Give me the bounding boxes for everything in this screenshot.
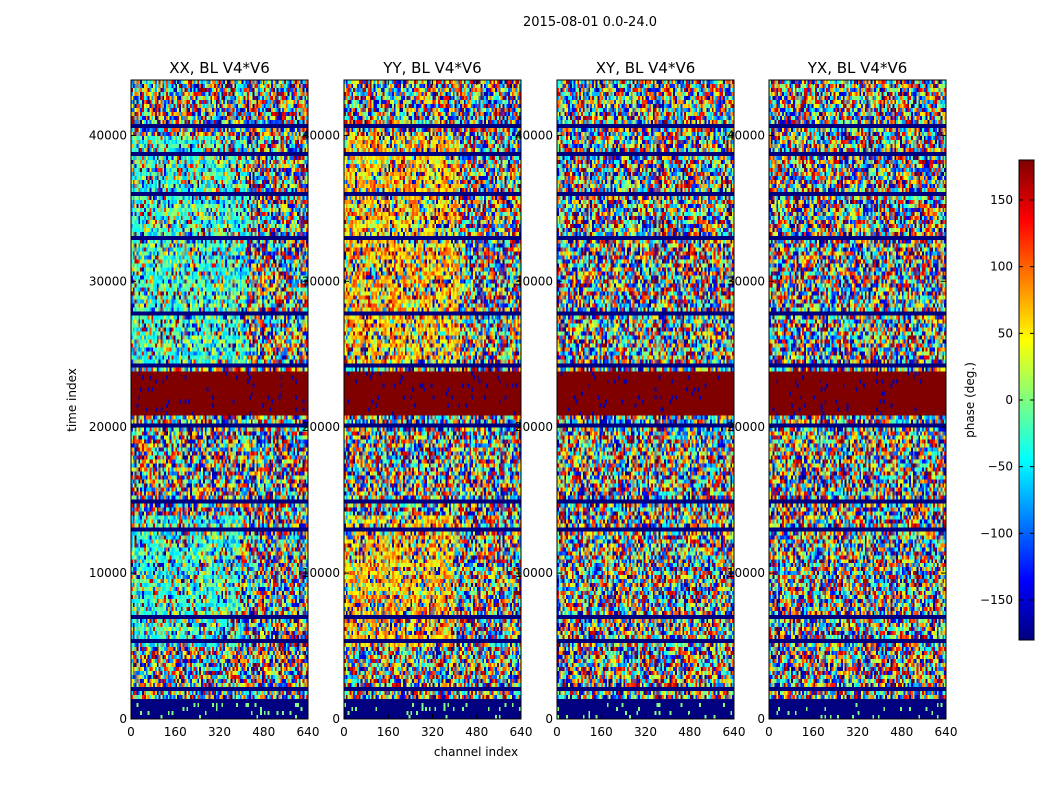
x-tick-label-yx: 480 (890, 725, 913, 739)
y-tick-label-xx: 30000 (89, 274, 127, 288)
figure-suptitle: 2015-08-01 0.0-24.0 (523, 15, 657, 30)
y-tick-label-xx: 20000 (89, 420, 127, 434)
x-tick-label-xx: 640 (297, 725, 320, 739)
y-tick-label-xx: 0 (119, 712, 127, 726)
x-tick-label-xx: 160 (164, 725, 187, 739)
x-tick-label-xy: 480 (678, 725, 701, 739)
x-tick-label-yy: 0 (340, 725, 348, 739)
y-tick-label-yx: 20000 (727, 420, 765, 434)
panels-group: XX, BL V4*V6 0 160 320 480 640 0 10000 20000 3000… (89, 59, 958, 739)
colorbar-tick-label: 0 (1005, 393, 1013, 407)
colorbar-tick-label: 150 (990, 193, 1013, 207)
y-tick-label-yy: 20000 (302, 420, 340, 434)
panel-title-yy: YY, BL V4*V6 (382, 59, 481, 77)
x-tick-label-yx: 0 (765, 725, 773, 739)
y-tick-label-xx: 10000 (89, 566, 127, 580)
colorbar-tick-label: −150 (980, 593, 1013, 607)
colorbar-tick-label: 100 (990, 260, 1013, 274)
panel-title-xx: XX, BL V4*V6 (169, 59, 270, 77)
x-tick-label-yx: 640 (935, 725, 958, 739)
x-tick-label-yy: 160 (377, 725, 400, 739)
colorbar-tick-label: −100 (980, 526, 1013, 540)
y-tick-label-yy: 0 (332, 712, 340, 726)
y-tick-label-xy: 0 (545, 712, 553, 726)
panel-xy: XY, BL V4*V6 0 160 320 480 640 0 10000 20000 3000… (515, 59, 746, 739)
heatmap-xy (557, 80, 734, 719)
x-tick-label-xx: 0 (127, 725, 135, 739)
y-axis-label: time index (65, 368, 79, 432)
panel-yy: YY, BL V4*V6 0 160 320 480 640 0 10000 20000 3000… (302, 59, 533, 739)
colorbar-label: phase (deg.) (963, 362, 977, 438)
y-tick-label-yy: 10000 (302, 566, 340, 580)
panel-yx: YX, BL V4*V6 0 160 320 480 640 0 10000 20000 3000… (727, 59, 958, 739)
x-tick-label-xy: 160 (590, 725, 613, 739)
y-tick-label-yy: 40000 (302, 128, 340, 142)
x-tick-label-xx: 480 (252, 725, 275, 739)
x-tick-label-xy: 320 (634, 725, 657, 739)
panel-xx: XX, BL V4*V6 0 160 320 480 640 0 10000 20000 3000… (89, 59, 320, 739)
y-tick-label-xy: 40000 (515, 128, 553, 142)
y-tick-label-xx: 40000 (89, 128, 127, 142)
x-tick-label-yx: 160 (802, 725, 825, 739)
x-tick-label-yx: 320 (846, 725, 869, 739)
y-tick-label-yx: 0 (757, 712, 765, 726)
x-tick-label-yy: 320 (421, 725, 444, 739)
y-tick-label-yx: 40000 (727, 128, 765, 142)
heatmap-yx (769, 80, 946, 719)
x-axis-label: channel index (434, 745, 518, 759)
y-tick-label-yx: 30000 (727, 274, 765, 288)
panel-title-yx: YX, BL V4*V6 (807, 59, 908, 77)
x-tick-label-xy: 0 (553, 725, 561, 739)
y-tick-label-xy: 20000 (515, 420, 553, 434)
colorbar-tick-label: −50 (988, 460, 1013, 474)
heatmap-yy (344, 80, 521, 719)
y-tick-label-xy: 30000 (515, 274, 553, 288)
y-tick-label-xy: 10000 (515, 566, 553, 580)
panel-title-xy: XY, BL V4*V6 (596, 59, 696, 77)
heatmap-xx (131, 80, 308, 719)
colorbar: 150 100 50 0 −50 −100 −150 (980, 159, 1035, 641)
colorbar-tick-label: 50 (998, 326, 1013, 340)
x-tick-label-xx: 320 (208, 725, 231, 739)
x-tick-label-yy: 640 (510, 725, 533, 739)
x-tick-label-xy: 640 (723, 725, 746, 739)
y-tick-label-yx: 10000 (727, 566, 765, 580)
y-tick-label-yy: 30000 (302, 274, 340, 288)
x-tick-label-yy: 480 (465, 725, 488, 739)
